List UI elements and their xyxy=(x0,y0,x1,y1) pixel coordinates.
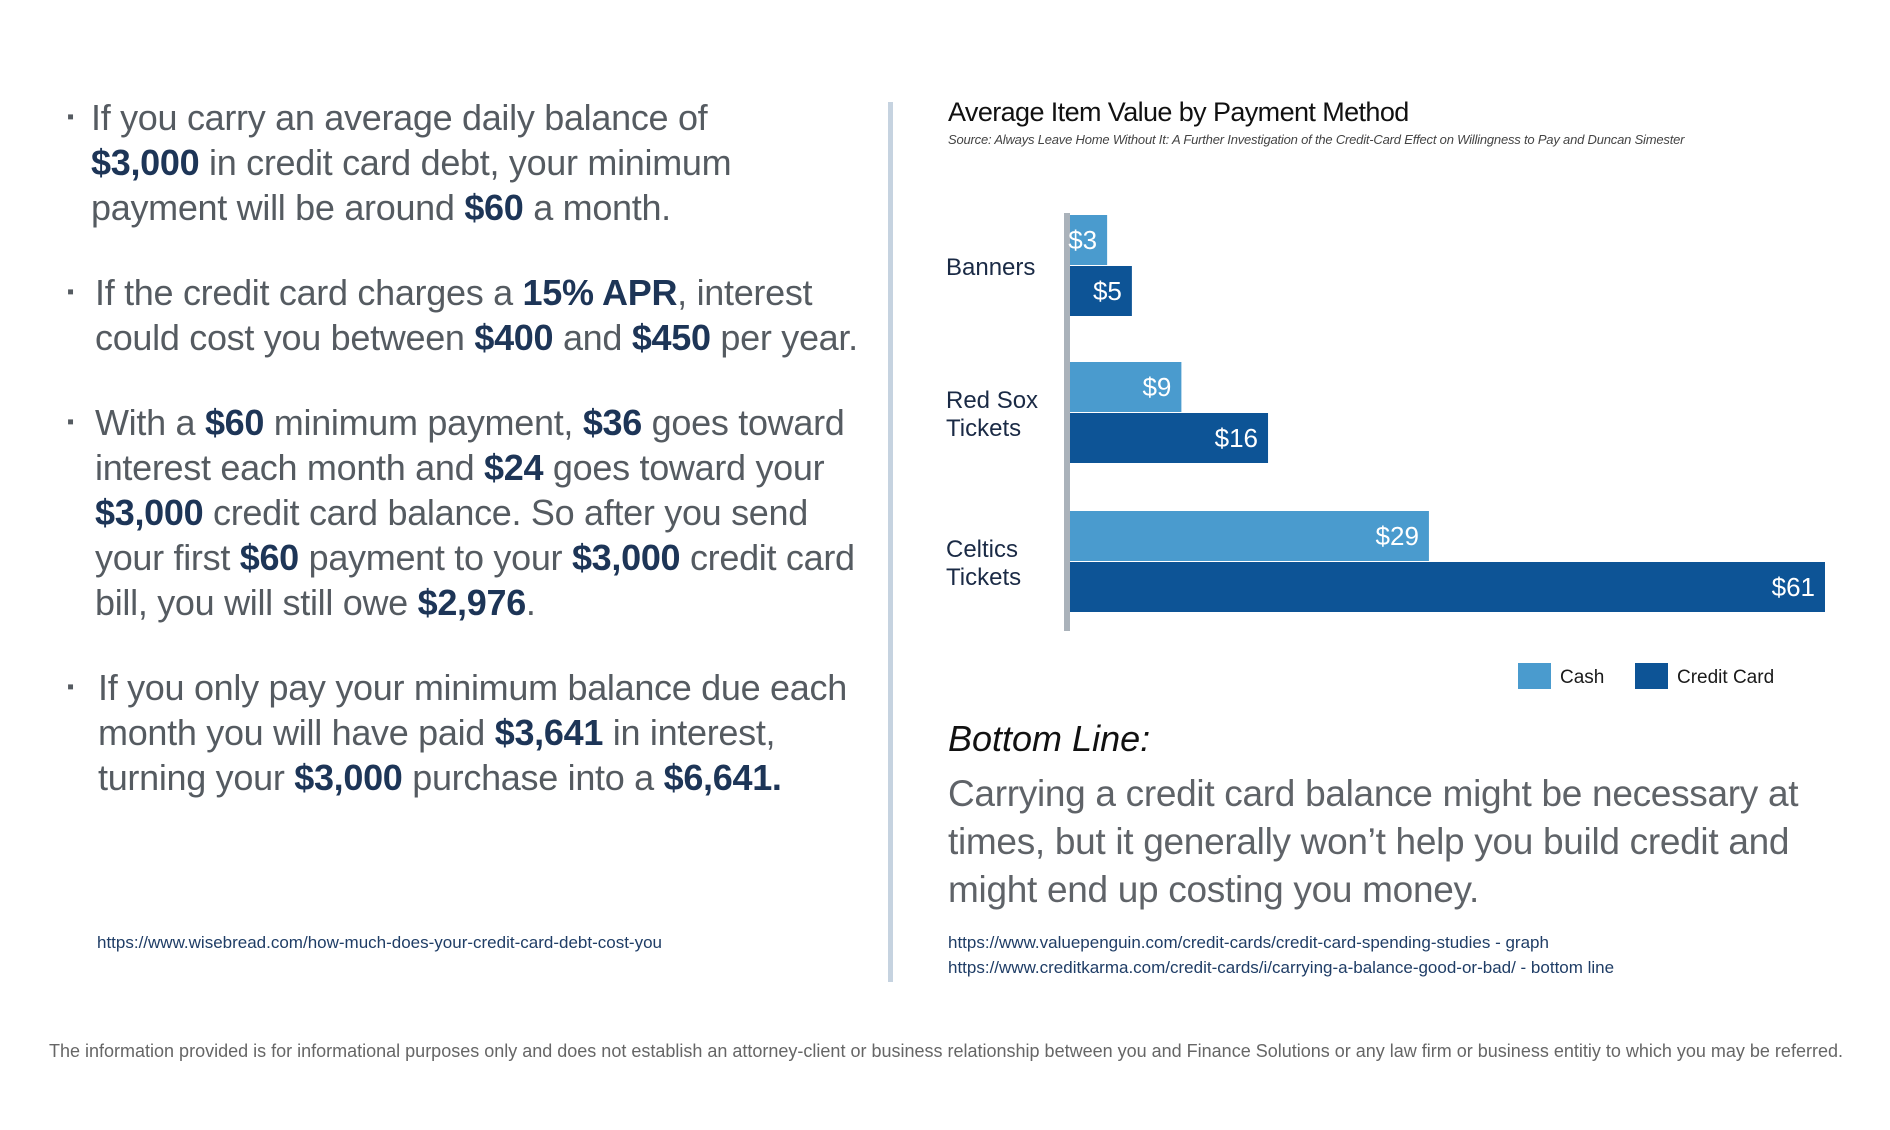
data-label: $29 xyxy=(1376,521,1419,551)
bottom-line-heading: Bottom Line: xyxy=(948,718,1151,759)
text-run: in interest, turning your xyxy=(98,712,776,798)
fact-text: With a $60 minimum payment, $36 goes tow… xyxy=(95,402,855,623)
bar-credit-card xyxy=(1070,562,1825,612)
data-label: $3 xyxy=(1068,225,1097,255)
category-label: Red Sox xyxy=(946,387,1038,414)
data-label: $61 xyxy=(1772,572,1815,602)
highlight-value: $6,641. xyxy=(663,757,782,798)
category-label: Banners xyxy=(946,254,1035,281)
highlight-value: $3,000 xyxy=(571,537,681,578)
text-run: If you carry an average daily balance of xyxy=(91,97,708,138)
text-run: , interest could cost you between xyxy=(95,272,813,358)
bar-credit-card xyxy=(1070,266,1132,316)
text-run: a month. xyxy=(523,187,671,228)
highlight-value: $60 xyxy=(464,187,524,228)
disclaimer: The information provided is for informat… xyxy=(49,1041,1843,1061)
highlight-value: $3,000 xyxy=(95,492,204,533)
fact-bullet-2: ▪ If the credit card charges a 15% APR, … xyxy=(62,270,865,360)
text-run: credit card bill, you will still owe xyxy=(95,537,855,623)
highlight-value: $3,641 xyxy=(494,712,604,753)
fact-bullet-3: ▪ With a $60 minimum payment, $36 goes t… xyxy=(62,400,855,625)
data-label: $5 xyxy=(1093,276,1122,306)
text-run: in credit card debt, your minimum paymen… xyxy=(91,142,732,228)
text-run: If the credit card charges a xyxy=(95,272,523,313)
text-run: If you only pay your minimum balance due… xyxy=(98,667,847,753)
left-source-link[interactable]: https://www.wisebread.com/how-much-does-… xyxy=(97,933,662,952)
legend-label: Cash xyxy=(1560,667,1604,688)
bullet-marker: ▪ xyxy=(67,281,74,303)
highlight-value: $3,000 xyxy=(294,757,403,798)
fact-text: If the credit card charges a 15% APR, in… xyxy=(95,272,858,358)
column-divider xyxy=(888,102,893,982)
fact-bullet-1: ▪ If you carry an average daily balance … xyxy=(62,95,801,230)
text-run: With a xyxy=(95,402,205,443)
bar-cash xyxy=(1070,511,1429,561)
bullet-marker: ▪ xyxy=(67,106,74,128)
highlight-value: $450 xyxy=(631,317,711,358)
bottom-line-text: Carrying a credit card balance might be … xyxy=(948,773,1799,910)
highlight-value: $24 xyxy=(484,447,544,488)
key-facts-list: ▪ If you carry an average daily balance … xyxy=(62,95,862,800)
highlight-value: $60 xyxy=(239,537,299,578)
chart-subtitle: Source: Always Leave Home Without It: A … xyxy=(948,132,1685,147)
bar-cash xyxy=(1070,215,1108,265)
text-run: and xyxy=(553,317,632,358)
category-label: Tickets xyxy=(946,564,1021,591)
highlight-value: 15% APR xyxy=(522,272,678,313)
graph-source-link[interactable]: https://www.valuepenguin.com/credit-card… xyxy=(948,933,1549,952)
bar-credit-card xyxy=(1070,413,1269,463)
bottom-line-source-link[interactable]: https://www.creditkarma.com/credit-cards… xyxy=(948,958,1615,977)
text-run: credit card balance. So after you send y… xyxy=(95,492,808,578)
highlight-value: $3,000 xyxy=(91,142,200,183)
fact-text: If you only pay your minimum balance due… xyxy=(98,667,847,798)
bar-cash xyxy=(1070,362,1182,412)
category-label: Celtics xyxy=(946,536,1018,563)
legend-swatch xyxy=(1518,663,1551,689)
legend-label: Credit Card xyxy=(1677,667,1774,688)
chart-title: Average Item Value by Payment Method xyxy=(948,97,1409,127)
text-run: goes toward interest each month and xyxy=(95,402,845,488)
legend-swatch xyxy=(1635,663,1668,689)
highlight-value: $60 xyxy=(204,402,265,443)
text-run: minimum payment, xyxy=(264,402,583,443)
category-label: Tickets xyxy=(946,415,1021,442)
highlight-value: $2,976 xyxy=(417,582,527,623)
text-run: . xyxy=(525,582,536,623)
data-label: $9 xyxy=(1142,372,1171,402)
text-run: payment to your xyxy=(298,537,572,578)
highlight-value: $36 xyxy=(582,402,642,443)
text-run: per year. xyxy=(710,317,858,358)
fact-bullet-4: ▪ If you only pay your minimum balance d… xyxy=(62,665,878,800)
text-run: goes toward your xyxy=(543,447,825,488)
text-run: purchase into a xyxy=(402,757,664,798)
bullet-marker: ▪ xyxy=(67,411,74,433)
fact-text: If you carry an average daily balance of… xyxy=(91,97,732,228)
bullet-marker: ▪ xyxy=(67,676,74,698)
highlight-value: $400 xyxy=(474,317,554,358)
data-label: $16 xyxy=(1215,423,1258,453)
